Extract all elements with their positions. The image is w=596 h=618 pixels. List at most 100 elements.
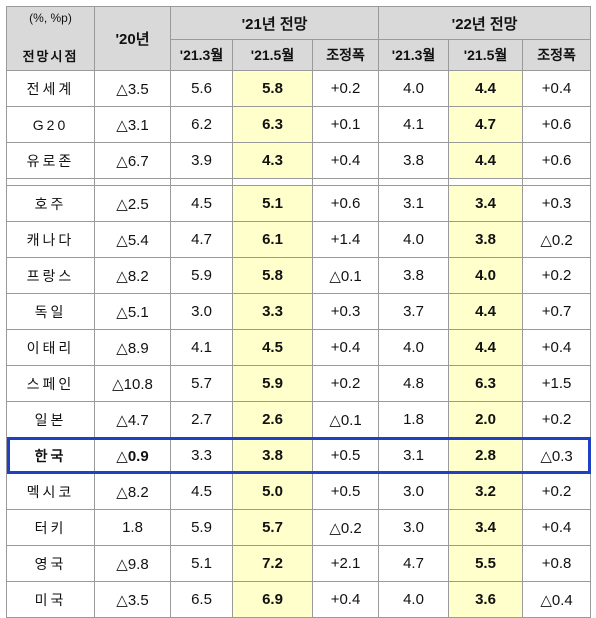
value-cell-b215: 4.4 <box>448 293 524 330</box>
value-cell-b215: 4.4 <box>448 142 524 179</box>
value-cell-badj: +1.5 <box>522 365 592 402</box>
country-cell: 터키 <box>6 509 95 546</box>
value-cell-a213: 5.9 <box>170 257 233 294</box>
value-cell-badj: +0.8 <box>522 545 592 582</box>
country-cell: 호주 <box>6 185 95 222</box>
country-cell: 미국 <box>6 581 95 618</box>
value-cell-a213: 4.1 <box>170 329 233 366</box>
country-cell: 캐나다 <box>6 221 95 258</box>
country-cell: 스페인 <box>6 365 95 402</box>
value-cell-y20: △5.4 <box>94 221 171 258</box>
table-row: 멕시코 △8.2 4.5 5.0 +0.5 3.0 3.2 +0.2 <box>6 473 592 510</box>
col-21-march: '21.3월 <box>170 39 233 71</box>
value-cell-a215: 4.3 <box>232 142 313 179</box>
value-cell-badj: +0.4 <box>522 329 592 366</box>
country-cell: 전세계 <box>6 70 95 107</box>
country-cell: 영국 <box>6 545 95 582</box>
value-cell-a215: 6.9 <box>232 581 313 618</box>
value-cell-badj: +0.7 <box>522 293 592 330</box>
value-cell-a213: 5.6 <box>170 70 233 107</box>
value-cell-b213: 3.1 <box>378 437 450 474</box>
value-cell-a215: 5.7 <box>232 509 313 546</box>
value-cell-aadj: +0.6 <box>311 185 380 222</box>
value-cell-b215: 3.2 <box>448 473 524 510</box>
value-cell-a215: 6.1 <box>232 221 313 258</box>
value-cell-a215: 7.2 <box>232 545 313 582</box>
value-cell-aadj: △0.2 <box>311 509 380 546</box>
value-cell-b215: 4.7 <box>448 106 524 143</box>
value-cell-aadj: +0.1 <box>311 106 380 143</box>
value-cell-y20: △2.5 <box>94 185 171 222</box>
value-cell-a215: 5.0 <box>232 473 313 510</box>
separator-cell <box>232 178 313 186</box>
table-row: 미국 △3.5 6.5 6.9 +0.4 4.0 3.6 △0.4 <box>6 581 592 618</box>
value-cell-b213: 4.0 <box>378 329 450 366</box>
col-22-adjust: 조정폭 <box>522 39 592 71</box>
value-cell-a213: 5.9 <box>170 509 233 546</box>
value-cell-a215: 3.3 <box>232 293 313 330</box>
value-cell-b215: 4.4 <box>448 70 524 107</box>
value-cell-aadj: △0.1 <box>311 401 380 438</box>
value-cell-b215: 2.8 <box>448 437 524 474</box>
value-cell-y20: △3.5 <box>94 70 171 107</box>
gdp-forecast-table: (%, %p) 전망시점 '20년 '21년 전망 '22년 전망 '21.3월… <box>6 6 592 618</box>
value-cell-badj: +0.4 <box>522 509 592 546</box>
separator-cell <box>448 178 524 186</box>
value-cell-a215: 5.8 <box>232 257 313 294</box>
value-cell-b215: 3.6 <box>448 581 524 618</box>
value-cell-a213: 4.5 <box>170 473 233 510</box>
value-cell-b213: 3.0 <box>378 509 450 546</box>
col-21-may: '21.5월 <box>232 39 313 71</box>
col-22-march: '21.3월 <box>378 39 450 71</box>
value-cell-badj: +0.4 <box>522 70 592 107</box>
table-row: G20 △3.1 6.2 6.3 +0.1 4.1 4.7 +0.6 <box>6 106 592 143</box>
value-cell-aadj: +0.4 <box>311 329 380 366</box>
col-22-may: '21.5월 <box>448 39 524 71</box>
value-cell-badj: +0.3 <box>522 185 592 222</box>
value-cell-aadj: △0.1 <box>311 257 380 294</box>
unit-label: (%, %p) <box>29 11 72 25</box>
value-cell-a213: 6.2 <box>170 106 233 143</box>
value-cell-b215: 5.5 <box>448 545 524 582</box>
table-row: 독일 △5.1 3.0 3.3 +0.3 3.7 4.4 +0.7 <box>6 293 592 330</box>
table-row: 일본 △4.7 2.7 2.6 △0.1 1.8 2.0 +0.2 <box>6 401 592 438</box>
value-cell-badj: +0.6 <box>522 142 592 179</box>
value-cell-a213: 3.9 <box>170 142 233 179</box>
value-cell-aadj: +1.4 <box>311 221 380 258</box>
value-cell-b213: 4.0 <box>378 221 450 258</box>
value-cell-badj: +0.2 <box>522 257 592 294</box>
value-cell-y20: △9.8 <box>94 545 171 582</box>
table-row: 캐나다 △5.4 4.7 6.1 +1.4 4.0 3.8 △0.2 <box>6 221 592 258</box>
value-cell-aadj: +0.5 <box>311 473 380 510</box>
value-cell-b213: 3.8 <box>378 142 450 179</box>
value-cell-y20: △8.2 <box>94 473 171 510</box>
value-cell-badj: +0.6 <box>522 106 592 143</box>
value-cell-a215: 3.8 <box>232 437 313 474</box>
col-21-adjust: 조정폭 <box>311 39 380 71</box>
year-20-header: '20년 <box>94 6 171 71</box>
separator-cell <box>311 178 380 186</box>
country-cell: 일본 <box>6 401 95 438</box>
table-row: 한국 △0.9 3.3 3.8 +0.5 3.1 2.8 △0.3 <box>6 437 592 474</box>
country-cell: 이태리 <box>6 329 95 366</box>
value-cell-b213: 1.8 <box>378 401 450 438</box>
value-cell-aadj: +0.5 <box>311 437 380 474</box>
value-cell-badj: +0.2 <box>522 401 592 438</box>
group-separator <box>6 178 592 186</box>
value-cell-b213: 4.1 <box>378 106 450 143</box>
value-cell-badj: △0.4 <box>522 581 592 618</box>
value-cell-b213: 4.0 <box>378 70 450 107</box>
value-cell-b213: 4.7 <box>378 545 450 582</box>
table-row: 스페인 △10.8 5.7 5.9 +0.2 4.8 6.3 +1.5 <box>6 365 592 402</box>
value-cell-a215: 5.9 <box>232 365 313 402</box>
country-cell: G20 <box>6 106 95 143</box>
country-cell: 프랑스 <box>6 257 95 294</box>
value-cell-b215: 2.0 <box>448 401 524 438</box>
forecast-22-header: '22년 전망 <box>378 6 592 40</box>
country-cell: 멕시코 <box>6 473 95 510</box>
row-label-header: 전망시점 <box>22 49 79 64</box>
value-cell-a213: 5.1 <box>170 545 233 582</box>
value-cell-b215: 3.8 <box>448 221 524 258</box>
table-row: 터키 1.8 5.9 5.7 △0.2 3.0 3.4 +0.4 <box>6 509 592 546</box>
value-cell-a215: 2.6 <box>232 401 313 438</box>
